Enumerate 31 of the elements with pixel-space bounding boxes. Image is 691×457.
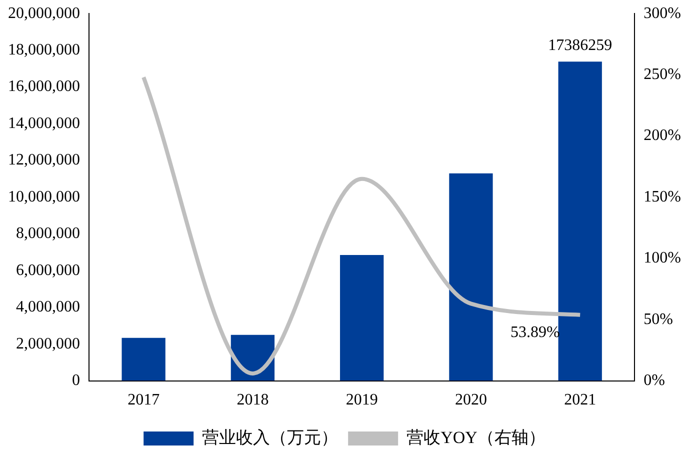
y2-tick-label: 200%: [644, 127, 681, 144]
y-tick-label: 6,000,000: [16, 262, 80, 279]
y-tick-label: 18,000,000: [8, 42, 80, 59]
y2-tick-label: 100%: [644, 250, 681, 267]
data-label: 17386259: [548, 36, 612, 54]
x-tick-label: 2018: [236, 392, 269, 409]
bar: [340, 255, 384, 381]
bar: [122, 338, 166, 381]
y-tick-label: 4,000,000: [16, 298, 80, 316]
y-tick-label: 12,000,000: [8, 152, 80, 169]
y2-tick-label: 300%: [644, 4, 681, 22]
bar: [449, 173, 493, 381]
legend-label: 营收YOY（右轴）: [406, 428, 546, 447]
y-tick-label: 14,000,000: [8, 114, 80, 132]
y-tick-label: 10,000,000: [8, 188, 80, 206]
y-tick-label: 0: [72, 372, 80, 390]
y2-tick-label: 50%: [644, 310, 673, 328]
bar: [558, 62, 602, 381]
x-tick-label: 2021: [564, 392, 596, 409]
y-tick-label: 20,000,000: [8, 4, 80, 22]
x-tick-label: 2017: [128, 392, 160, 409]
y-tick-label: 16,000,000: [8, 78, 80, 96]
y-tick-label: 8,000,000: [16, 225, 80, 242]
y2-tick-label: 250%: [644, 66, 681, 84]
y-tick-label: 2,000,000: [16, 335, 80, 352]
y2-tick-label: 0%: [644, 372, 665, 390]
x-tick-label: 2019: [346, 392, 378, 409]
x-tick-label: 2020: [454, 392, 487, 409]
line-series: [142, 75, 582, 376]
y2-tick-label: 150%: [644, 188, 681, 206]
legend-label: 营业收入（万元）: [202, 428, 338, 447]
